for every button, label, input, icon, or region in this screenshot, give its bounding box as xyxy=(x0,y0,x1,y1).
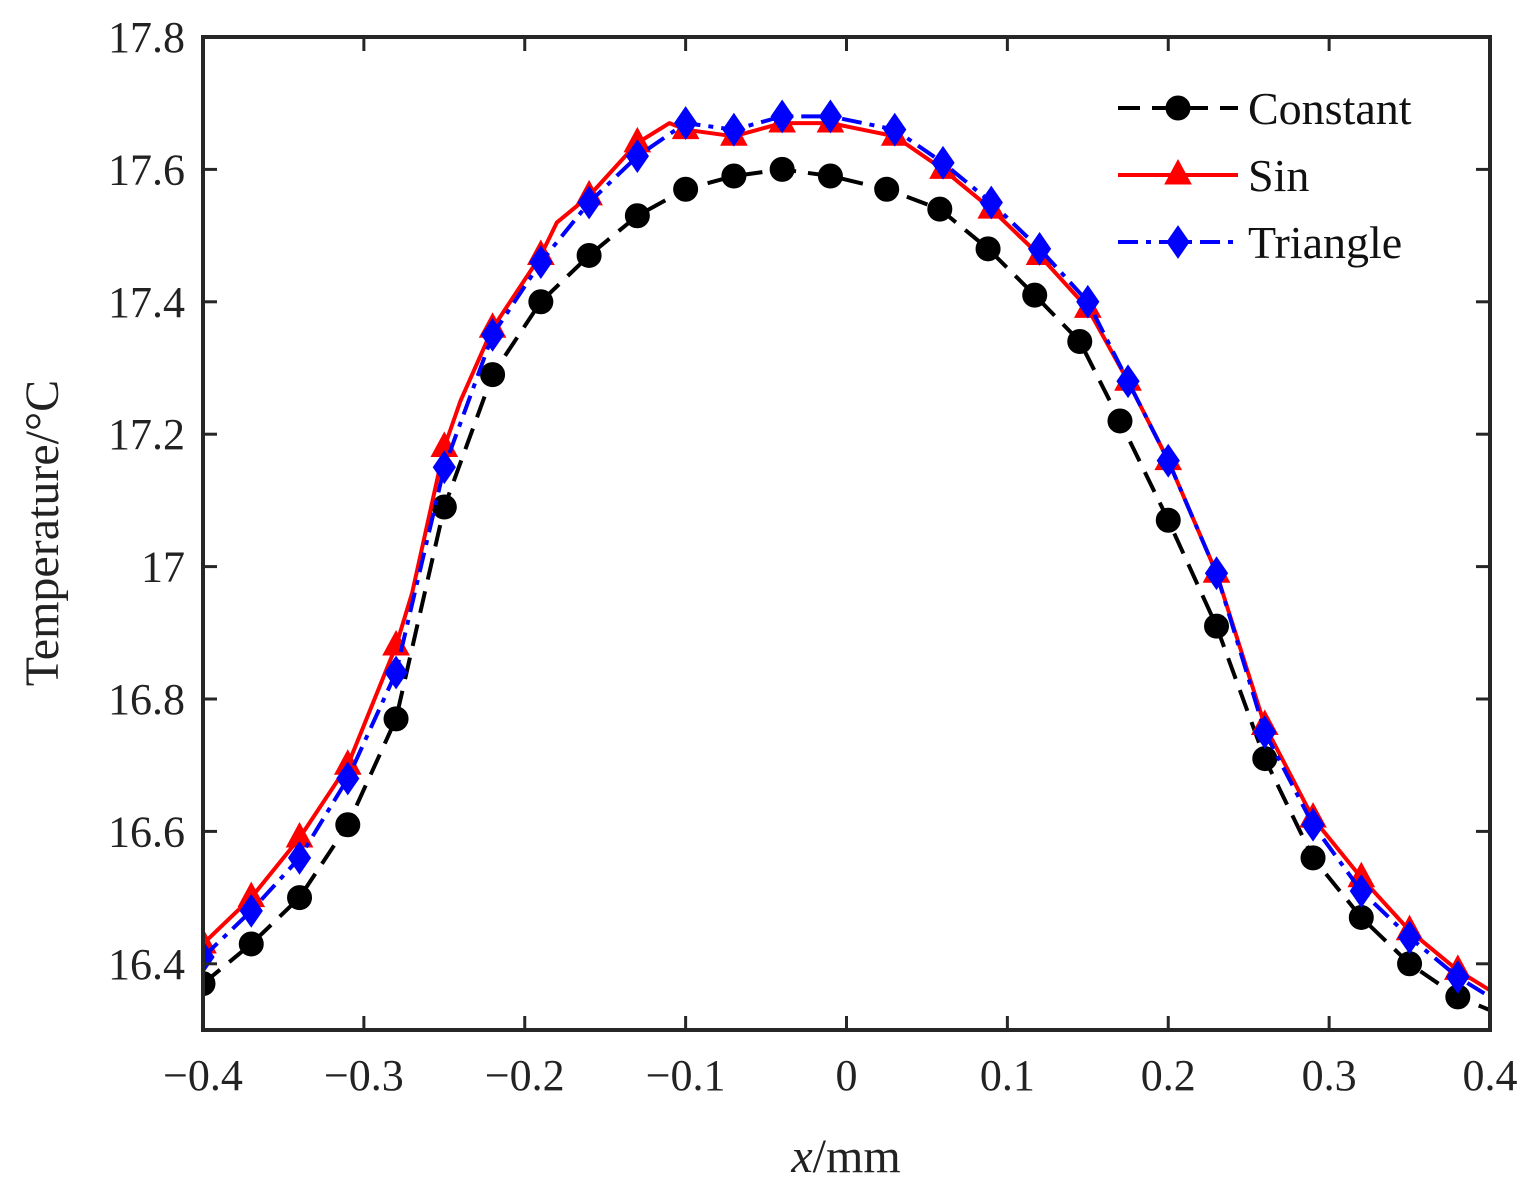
x-tick-label: −0.4 xyxy=(163,1051,243,1100)
y-tick-label: 16.6 xyxy=(108,807,185,856)
data-point-triangle xyxy=(1076,284,1100,319)
x-tick-label: 0.1 xyxy=(980,1051,1035,1100)
data-point-triangle xyxy=(1027,231,1052,266)
x-axis-label: x/mm xyxy=(790,1130,900,1183)
data-point-constant xyxy=(1107,408,1133,434)
data-point-constant xyxy=(817,163,843,189)
y-tick-label: 17.2 xyxy=(108,410,185,459)
data-point-constant xyxy=(431,494,457,520)
data-point-triangle xyxy=(722,112,746,147)
data-point-triangle xyxy=(674,106,698,140)
data-point-triangle xyxy=(1301,807,1325,842)
y-tick-labels: 16.4 16.6 16.8 17 17.2 17.4 17.6 17.8 xyxy=(108,13,185,989)
data-point-constant xyxy=(927,196,953,222)
data-point-constant xyxy=(975,236,1001,262)
data-point-constant xyxy=(480,362,506,388)
data-point-triangle xyxy=(979,185,1003,220)
data-point-constant xyxy=(1022,282,1048,308)
data-point-triangle xyxy=(818,99,843,134)
data-point-constant xyxy=(335,812,361,838)
y-tick-label: 17.4 xyxy=(108,278,185,327)
data-point-triangle xyxy=(287,840,312,875)
data-point-triangle xyxy=(432,450,456,485)
x-tick-labels: −0.4 −0.3 −0.2 −0.1 0 0.1 0.2 0.3 0.4 xyxy=(163,1051,1517,1100)
x-tick-label: 0 xyxy=(836,1051,858,1100)
data-point-triangle xyxy=(1397,920,1422,955)
y-tick-label: 17.8 xyxy=(108,13,185,62)
legend: Constant Sin Triangle xyxy=(1118,83,1412,268)
legend-label-constant: Constant xyxy=(1248,83,1412,134)
data-point-triangle xyxy=(480,318,505,352)
x-tick-label: −0.3 xyxy=(324,1051,404,1100)
data-point-triangle xyxy=(577,185,601,220)
x-tick-label: 0.4 xyxy=(1463,1051,1518,1100)
x-tick-label: 0.2 xyxy=(1141,1051,1196,1100)
data-point-constant xyxy=(287,885,313,911)
series-constant xyxy=(203,156,1490,1012)
series-line-triangle xyxy=(203,114,1490,999)
legend-label-sin: Sin xyxy=(1248,150,1309,201)
y-tick-label: 17 xyxy=(141,543,185,592)
data-point-constant xyxy=(624,203,650,229)
data-point-constant xyxy=(721,163,747,189)
data-point-triangle xyxy=(931,145,955,180)
legend-marker-sin xyxy=(1164,158,1192,185)
data-point-constant xyxy=(874,176,900,202)
legend-label-triangle: Triangle xyxy=(1248,217,1402,268)
y-tick-label: 16.4 xyxy=(108,940,185,989)
data-point-constant xyxy=(769,156,795,182)
data-point-triangle xyxy=(384,655,408,690)
y-axis-label: Temperature/°C xyxy=(16,380,69,686)
data-point-constant xyxy=(1204,613,1230,639)
data-point-constant xyxy=(1300,845,1326,871)
y-tick-label: 16.8 xyxy=(108,675,185,724)
series-triangle xyxy=(203,99,1490,999)
data-point-constant xyxy=(1348,904,1374,930)
legend-item-sin: Sin xyxy=(1118,150,1309,201)
data-point-triangle xyxy=(883,112,907,147)
data-point-triangle xyxy=(1349,874,1373,908)
data-point-triangle xyxy=(1116,364,1140,399)
x-tick-label: 0.3 xyxy=(1302,1051,1357,1100)
data-point-triangle xyxy=(1204,556,1229,591)
data-point-constant xyxy=(673,176,699,202)
data-point-triangle xyxy=(529,245,553,279)
data-point-constant xyxy=(528,289,554,315)
x-tick-label: −0.2 xyxy=(485,1051,565,1100)
data-point-triangle xyxy=(770,99,794,134)
data-point-triangle xyxy=(625,139,649,174)
data-point-constant xyxy=(576,242,602,268)
data-point-constant xyxy=(238,931,264,957)
series-line-constant xyxy=(203,167,1490,1012)
legend-marker-constant xyxy=(1165,95,1191,121)
legend-item-triangle: Triangle xyxy=(1118,217,1402,268)
x-axis-label-unit: /mm xyxy=(813,1130,901,1183)
y-tick-label: 17.6 xyxy=(108,145,185,194)
legend-item-constant: Constant xyxy=(1118,83,1412,134)
data-point-constant xyxy=(203,971,216,997)
data-point-constant xyxy=(1067,329,1093,355)
ticks-layer xyxy=(201,35,1492,1030)
data-point-triangle xyxy=(1446,960,1470,994)
data-point-constant xyxy=(1397,951,1423,977)
x-tick-label: −0.1 xyxy=(646,1051,726,1100)
data-point-constant xyxy=(1155,507,1181,533)
data-point-constant xyxy=(383,706,409,732)
data-point-constant xyxy=(1252,746,1278,772)
legend-marker-triangle xyxy=(1166,225,1190,259)
data-point-triangle xyxy=(336,761,360,796)
data-point-triangle xyxy=(1253,715,1277,749)
data-point-triangle xyxy=(1156,443,1180,478)
series-layer xyxy=(203,99,1490,1012)
x-axis-label-variable: x xyxy=(790,1130,812,1183)
data-point-triangle xyxy=(239,893,263,928)
